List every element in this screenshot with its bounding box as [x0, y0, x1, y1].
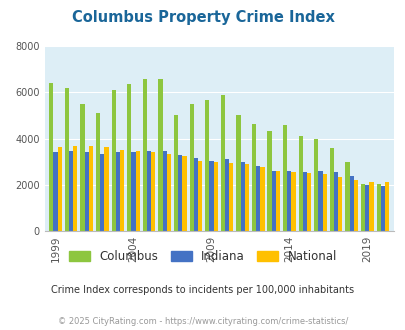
Bar — [360, 183, 364, 231]
Bar — [271, 171, 275, 231]
Bar — [120, 150, 124, 231]
Bar — [115, 152, 120, 231]
Bar — [220, 95, 224, 231]
Bar — [322, 174, 326, 231]
Text: Columbus Property Crime Index: Columbus Property Crime Index — [71, 10, 334, 25]
Bar — [69, 151, 73, 231]
Bar — [151, 152, 155, 231]
Bar — [260, 168, 264, 231]
Bar — [256, 166, 260, 231]
Bar — [369, 182, 373, 231]
Bar — [135, 151, 139, 231]
Bar — [345, 162, 349, 231]
Legend: Columbus, Indiana, National: Columbus, Indiana, National — [64, 245, 341, 268]
Bar — [173, 115, 178, 231]
Bar — [329, 148, 333, 231]
Bar — [337, 177, 341, 231]
Bar — [213, 162, 217, 231]
Text: © 2025 CityRating.com - https://www.cityrating.com/crime-statistics/: © 2025 CityRating.com - https://www.city… — [58, 317, 347, 326]
Bar — [104, 147, 109, 231]
Bar — [131, 152, 135, 231]
Bar — [306, 173, 311, 231]
Bar — [302, 172, 306, 231]
Bar — [127, 84, 131, 231]
Bar — [189, 104, 193, 231]
Bar — [318, 171, 322, 231]
Bar — [143, 79, 147, 231]
Bar — [291, 172, 295, 231]
Bar — [58, 147, 62, 231]
Bar — [193, 158, 198, 231]
Bar — [364, 185, 369, 231]
Bar — [158, 79, 162, 231]
Bar — [313, 139, 318, 231]
Bar — [53, 152, 58, 231]
Bar — [89, 146, 93, 231]
Bar — [282, 125, 287, 231]
Bar — [49, 83, 53, 231]
Bar — [333, 172, 337, 231]
Bar — [380, 186, 384, 231]
Bar — [287, 171, 291, 231]
Bar — [178, 155, 182, 231]
Bar — [111, 90, 115, 231]
Bar — [236, 115, 240, 231]
Bar — [205, 100, 209, 231]
Bar — [349, 176, 353, 231]
Bar — [298, 136, 302, 231]
Bar — [147, 151, 151, 231]
Bar — [65, 88, 69, 231]
Bar — [198, 160, 202, 231]
Bar — [275, 171, 279, 231]
Bar — [224, 159, 228, 231]
Bar — [376, 183, 380, 231]
Bar — [353, 180, 357, 231]
Bar — [96, 113, 100, 231]
Bar — [84, 152, 89, 231]
Bar — [182, 156, 186, 231]
Bar — [384, 182, 388, 231]
Bar — [166, 154, 171, 231]
Bar — [251, 123, 256, 231]
Bar — [100, 154, 104, 231]
Bar — [73, 146, 77, 231]
Bar — [209, 160, 213, 231]
Bar — [240, 162, 244, 231]
Bar — [267, 130, 271, 231]
Bar — [244, 164, 248, 231]
Bar — [162, 151, 166, 231]
Bar — [228, 163, 233, 231]
Bar — [80, 104, 84, 231]
Text: Crime Index corresponds to incidents per 100,000 inhabitants: Crime Index corresponds to incidents per… — [51, 285, 354, 295]
